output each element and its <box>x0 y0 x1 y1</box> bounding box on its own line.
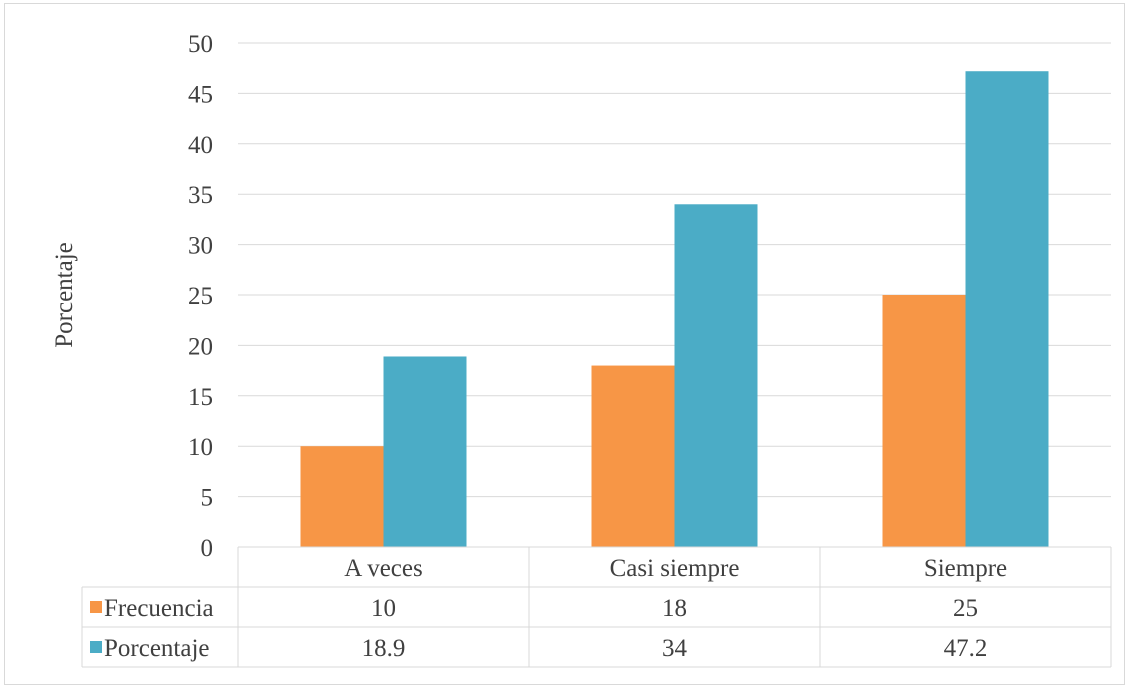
y-tick-label: 35 <box>188 182 213 209</box>
y-tick-label: 25 <box>188 283 213 310</box>
bars <box>300 71 1049 547</box>
y-axis: 0 5 10 15 20 25 30 35 40 45 50 <box>188 31 213 562</box>
legend-label: Porcentaje <box>104 635 210 662</box>
category-label: Siempre <box>924 555 1007 582</box>
data-label: 34 <box>662 635 688 662</box>
category-label: A veces <box>344 555 422 582</box>
bar <box>383 356 467 547</box>
chart-frame <box>4 3 1125 685</box>
bar <box>591 365 675 547</box>
y-tick-label: 45 <box>188 81 213 108</box>
y-tick-label: 50 <box>188 31 213 58</box>
data-label: 18.9 <box>362 635 406 662</box>
bar <box>674 204 758 547</box>
y-tick-label: 15 <box>188 384 213 411</box>
legend-label: Frecuencia <box>104 595 214 622</box>
legend-swatch <box>90 601 102 613</box>
y-tick-label: 10 <box>188 434 213 461</box>
y-tick-label: 40 <box>188 132 213 159</box>
y-tick-label: 30 <box>188 233 213 260</box>
y-tick-label: 0 <box>201 535 214 562</box>
legend-swatch <box>90 641 102 653</box>
y-tick-label: 5 <box>201 485 214 512</box>
data-label: 10 <box>371 595 396 622</box>
data-label: 18 <box>662 595 687 622</box>
bar <box>882 295 966 547</box>
data-table: A veces Casi siempre Siempre Frecuencia 10 18… <box>81 546 1112 668</box>
y-tick-label: 20 <box>188 333 213 360</box>
bar <box>965 71 1049 547</box>
bar <box>300 446 384 547</box>
data-label: 25 <box>953 595 978 622</box>
category-label: Casi siempre <box>610 555 740 582</box>
data-label: 47.2 <box>944 635 988 662</box>
y-axis-label: Porcentaje <box>51 242 78 348</box>
